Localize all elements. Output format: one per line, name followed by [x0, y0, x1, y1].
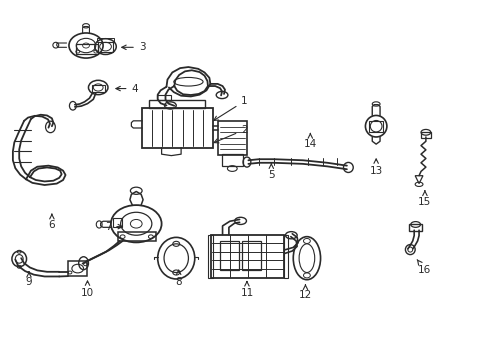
Bar: [420, 132, 430, 138]
Bar: [283, 234, 288, 278]
Text: 8: 8: [175, 270, 182, 287]
Text: 1: 1: [213, 96, 247, 121]
Bar: [368, 121, 383, 132]
Bar: [98, 41, 113, 51]
Bar: [157, 95, 171, 100]
Text: 4: 4: [116, 84, 138, 94]
Text: 14: 14: [303, 133, 316, 149]
Bar: [217, 121, 246, 155]
Bar: [207, 234, 212, 278]
Text: 2: 2: [214, 125, 247, 143]
Text: 12: 12: [298, 285, 311, 301]
Text: 5: 5: [267, 164, 274, 180]
Text: 9: 9: [25, 272, 32, 287]
Bar: [211, 234, 284, 278]
Text: 6: 6: [48, 214, 55, 230]
Bar: [149, 100, 205, 108]
Bar: [118, 232, 156, 241]
Bar: [242, 241, 260, 270]
Text: 7: 7: [104, 222, 122, 231]
Bar: [76, 44, 98, 54]
Bar: [220, 241, 238, 270]
Text: 10: 10: [81, 281, 94, 298]
Bar: [113, 218, 122, 226]
Text: 3: 3: [122, 42, 145, 52]
Bar: [92, 85, 104, 92]
Text: 16: 16: [416, 260, 430, 275]
Bar: [97, 38, 114, 42]
Text: 13: 13: [369, 159, 382, 176]
Text: 15: 15: [417, 191, 430, 207]
Bar: [68, 261, 87, 276]
Bar: [142, 108, 212, 148]
Text: 11: 11: [240, 282, 253, 298]
Bar: [408, 225, 421, 231]
Bar: [221, 154, 243, 166]
